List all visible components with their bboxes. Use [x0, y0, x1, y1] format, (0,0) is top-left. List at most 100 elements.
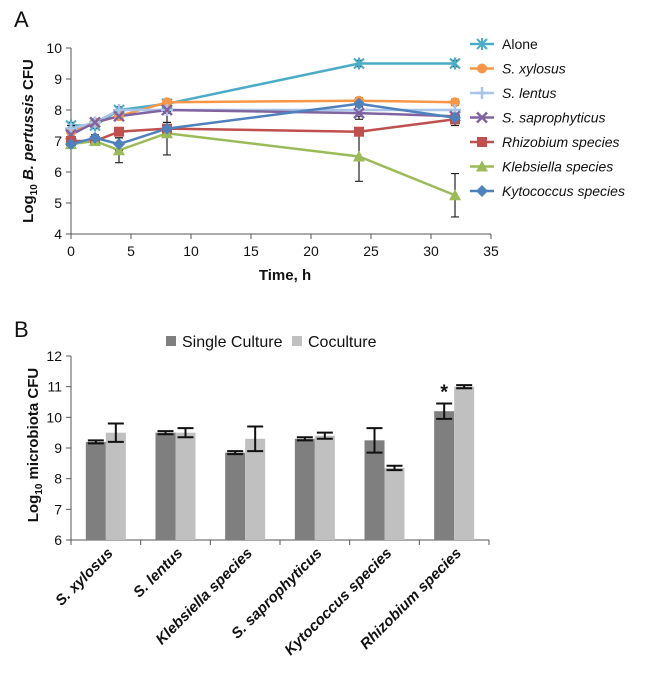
legend-label-single-culture: Single Culture	[182, 334, 283, 351]
panel-a-label: A	[14, 7, 29, 32]
legend-swatch-coculture	[292, 336, 302, 346]
legend-marker-s-xylosus	[477, 63, 487, 74]
bar-coculture-s-saprophyticus	[314, 435, 335, 540]
legend-marker-kytococcus-species	[476, 185, 488, 197]
error-bar-single-culture-klebsiella-species	[227, 450, 244, 456]
panel-a-y-tick-label: 9	[54, 71, 62, 87]
data-point-kytococcus-species	[449, 111, 461, 124]
panel-b-legend: Single Culture Coculture	[166, 334, 377, 351]
error-bar-single-culture-s-lentus	[157, 430, 174, 436]
panel-b-y-axis-title: Log10 microbiota CFU	[25, 368, 45, 522]
legend-label-s-saprophyticus: S. saprophyticus	[502, 110, 606, 126]
panel-b-y-tick-label: 6	[54, 532, 62, 548]
legend-label-rhizobium-species: Rhizobium species	[502, 134, 620, 150]
category-label-s-xylosus: S. xylosus	[52, 545, 116, 609]
error-bar-single-culture-s-xylosus	[87, 439, 104, 445]
data-point-alone	[353, 57, 365, 70]
panel-b-y-tick-label: 10	[46, 409, 62, 425]
error-bar-single-culture-s-saprophyticus	[296, 436, 313, 442]
data-point-s-xylosus	[162, 97, 172, 108]
panel-b-label: B	[14, 317, 29, 342]
legend-label-alone: Alone	[502, 36, 538, 52]
error-bar-coculture-s-lentus	[177, 427, 194, 439]
panel-a-y-axis-title: Log10 B. pertussis CFU	[20, 59, 40, 223]
legend-marker-s-saprophyticus	[476, 111, 488, 124]
panel-a-x-tick-label: 10	[183, 243, 199, 259]
category-label-s-lentus: S. lentus	[130, 545, 186, 601]
panel-a-y-tick-label: 10	[46, 40, 62, 56]
bar-single-culture-kytococcus-species	[364, 440, 385, 540]
bar-coculture-kytococcus-species	[384, 467, 405, 540]
legend-marker-alone	[476, 38, 488, 50]
data-point-rhizobium-species	[114, 126, 124, 137]
panel-a-y-tick-label: 4	[54, 226, 62, 242]
error-bar-coculture-s-xylosus	[107, 422, 124, 443]
data-point-s-saprophyticus	[89, 116, 101, 129]
panel-a-series-lines	[70, 62, 456, 197]
data-point-rhizobium-species	[354, 126, 364, 137]
bar-coculture-s-lentus	[175, 432, 196, 540]
error-bar-single-culture-kytococcus-species	[366, 427, 383, 454]
panel-b-y-tick-label: 7	[54, 501, 62, 517]
bar-coculture-klebsiella-species	[245, 438, 266, 540]
panel-b-y-tick-label: 8	[54, 471, 62, 487]
panel-b-error-bars: *	[87, 382, 473, 472]
significance-asterisk: *	[440, 382, 448, 404]
data-point-kytococcus-species	[353, 97, 365, 110]
legend-swatch-single-culture	[166, 336, 176, 346]
error-bar-single-culture-rhizobium-species	[436, 402, 453, 420]
panel-a-y-tick-label: 6	[54, 164, 62, 180]
legend-label-kytococcus-species: Kytococcus species	[502, 183, 625, 199]
bar-single-culture-s-xylosus	[85, 441, 106, 540]
panel-a-y-tick-label: 7	[54, 133, 62, 149]
data-point-klebsiella-species	[449, 189, 461, 201]
error-bar-coculture-s-saprophyticus	[316, 431, 333, 440]
bar-coculture-s-xylosus	[105, 432, 126, 540]
panel-a-y-tick-label: 8	[54, 102, 62, 118]
panel-a-axes: 4 5 6 7 8 9 10 0 5 10 15 20 25 30 35	[46, 40, 499, 259]
panel-b-y-tick-label: 11	[47, 379, 62, 395]
data-point-alone	[449, 57, 461, 70]
panel-a-y-tick-label: 5	[54, 195, 62, 211]
series-line-rhizobium-species	[71, 118, 456, 143]
panel-b-y-tick-label: 12	[46, 348, 62, 364]
panel-a-x-axis-title: Time, h	[259, 267, 311, 284]
bar-single-culture-s-saprophyticus	[294, 438, 315, 540]
panel-a-x-tick-label: 35	[483, 243, 499, 259]
error-bar-coculture-klebsiella-species	[247, 425, 264, 453]
data-point-s-saprophyticus	[161, 104, 173, 116]
error-bar-coculture-rhizobium-species	[456, 384, 473, 390]
panel-b-axes: 6 7 8 9 10 11 12	[46, 348, 490, 548]
panel-a-x-tick-label: 5	[127, 243, 135, 259]
legend-marker-rhizobium-species	[477, 137, 487, 147]
panel-a-x-tick-label: 20	[303, 243, 319, 259]
data-point-klebsiella-species	[353, 150, 365, 162]
legend-label-s-xylosus: S. xylosus	[502, 61, 566, 77]
bar-single-culture-klebsiella-species	[225, 452, 246, 540]
panel-b-y-tick-label: 9	[54, 440, 62, 456]
panel-a-x-tick-label: 30	[423, 243, 439, 259]
data-point-kytococcus-species	[113, 138, 125, 151]
data-point-s-lentus	[113, 104, 125, 116]
data-point-s-xylosus	[450, 97, 460, 108]
panel-a-x-tick-label: 15	[243, 243, 259, 259]
data-point-kytococcus-species	[65, 138, 77, 151]
legend-label-s-lentus: S. lentus	[502, 85, 556, 101]
data-point-s-saprophyticus	[353, 107, 365, 119]
bar-coculture-rhizobium-species	[454, 386, 475, 540]
legend-marker-klebsiella-species	[476, 160, 488, 172]
series-line-klebsiella-species	[70, 131, 456, 197]
panel-a-markers	[65, 57, 461, 201]
legend-label-klebsiella-species: Klebsiella species	[502, 159, 613, 175]
data-point-s-lentus	[65, 122, 77, 135]
legend-marker-s-lentus	[476, 87, 488, 99]
panel-a-x-tick-label: 25	[363, 243, 379, 259]
data-point-s-saprophyticus	[113, 110, 125, 123]
data-point-kytococcus-species	[89, 131, 101, 144]
panel-a-legend: Alone S. xylosus S. lentus S. saprophyticus…	[470, 36, 625, 199]
panel-b-bars	[85, 386, 475, 540]
bar-single-culture-rhizobium-species	[434, 411, 455, 540]
legend-label-coculture: Coculture	[308, 334, 377, 351]
